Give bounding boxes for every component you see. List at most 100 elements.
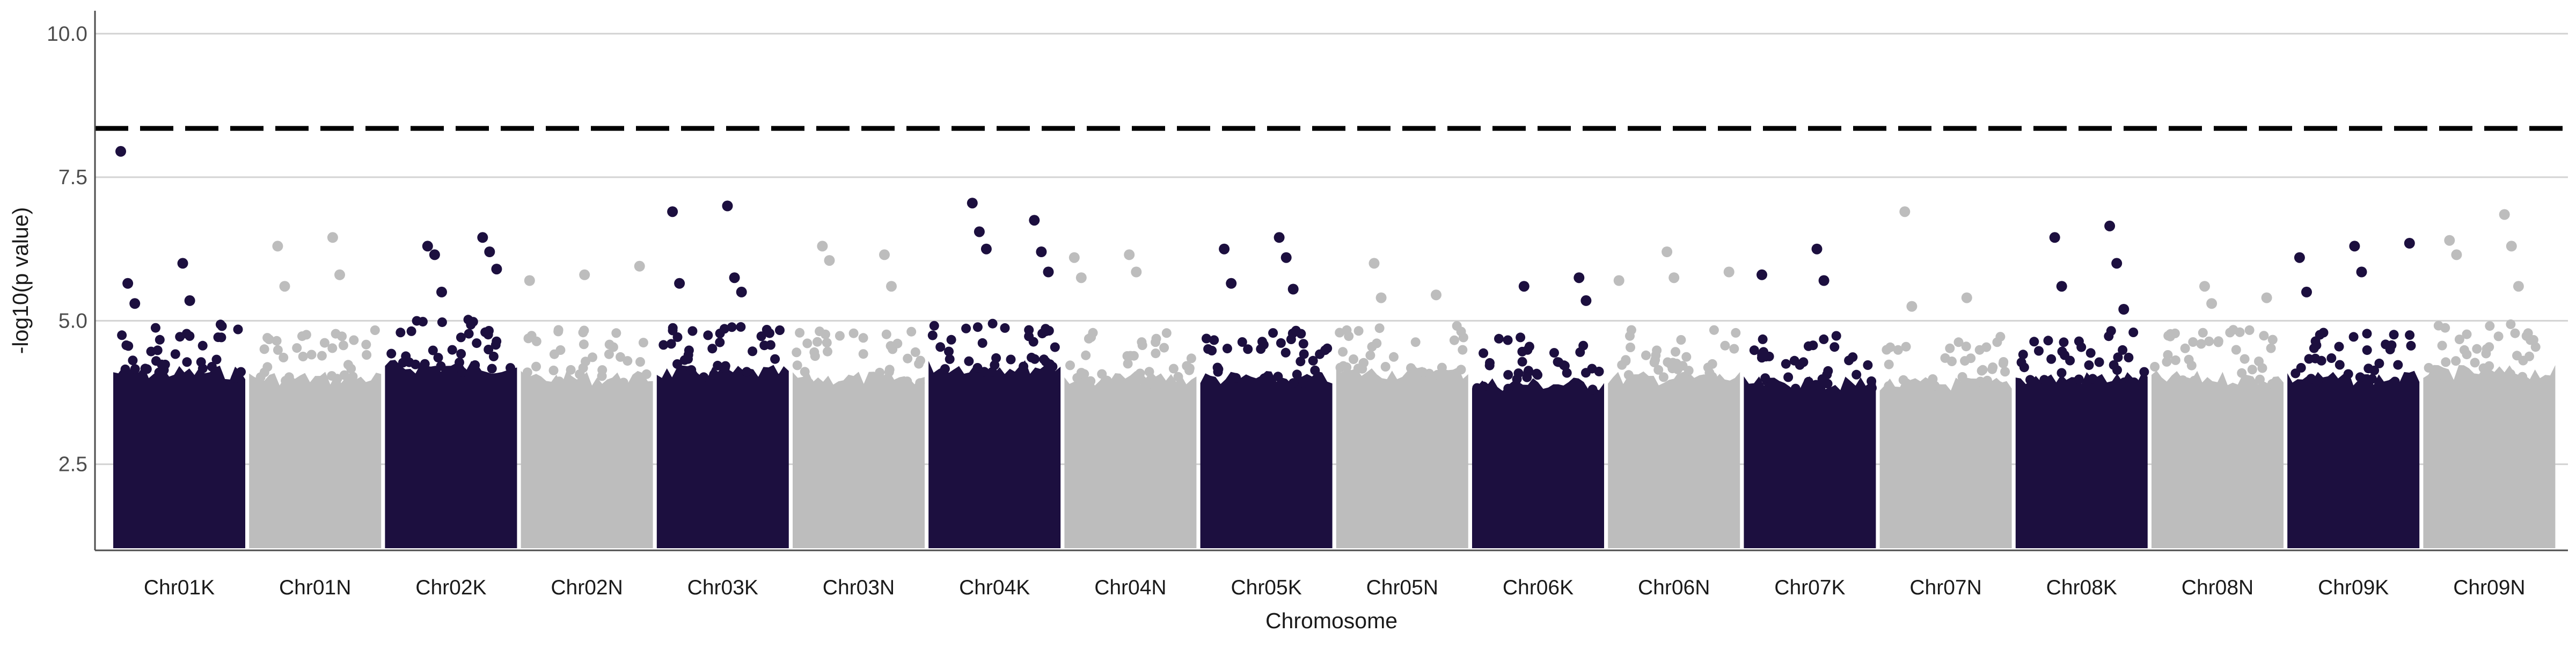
point-Chr09K xyxy=(2387,340,2397,350)
x-tick-label-Chr02N: Chr02N xyxy=(551,576,623,599)
point-Chr02N xyxy=(579,325,589,336)
point-Chr02K xyxy=(464,329,474,339)
point-Chr09N xyxy=(2441,357,2451,367)
point-Chr06K xyxy=(1578,340,1589,351)
point-Chr02N xyxy=(549,349,559,359)
point-Chr08K xyxy=(2125,377,2135,387)
peak-point-Chr03N xyxy=(817,241,828,252)
point-Chr08N xyxy=(2228,325,2238,335)
point-Chr07K xyxy=(1822,369,1832,380)
peak-point-Chr03K xyxy=(667,206,678,217)
point-Chr01N xyxy=(306,350,317,360)
point-Chr04N xyxy=(1151,348,1161,359)
point-Chr03K xyxy=(666,339,676,349)
point-Chr07K xyxy=(1760,373,1770,383)
point-Chr08N xyxy=(2237,368,2247,378)
point-Chr01K xyxy=(157,359,167,369)
point-Chr05K xyxy=(1209,335,1219,345)
point-Chr04K xyxy=(987,318,998,329)
point-Chr01K xyxy=(216,332,226,343)
peak-point-Chr03N xyxy=(879,249,890,260)
point-Chr06K xyxy=(1494,333,1504,344)
point-Chr06N xyxy=(1720,340,1730,351)
tick-labels: 2.5 5.0 7.5 10.0 Chr01K Chr01N Chr02K Chr02N Chr… xyxy=(47,23,2526,599)
point-Chr02N xyxy=(604,339,614,350)
point-Chr04K xyxy=(1048,361,1058,372)
point-Chr02K xyxy=(447,345,457,355)
point-Chr03K xyxy=(668,323,678,333)
point-Chr04K xyxy=(979,367,990,377)
point-Chr02K xyxy=(455,358,464,367)
point-Chr05N xyxy=(1338,347,1348,357)
dense-band-Chr06K xyxy=(1472,377,1604,548)
peak-point-Chr03K xyxy=(736,286,747,297)
point-Chr06K xyxy=(1512,374,1522,384)
point-Chr07K xyxy=(1823,379,1833,389)
point-Chr08K xyxy=(2043,336,2053,346)
peak-point-Chr08K xyxy=(2111,258,2123,269)
point-Chr05N xyxy=(1353,326,1364,336)
point-Chr05K xyxy=(1296,357,1306,367)
point-Chr03N xyxy=(884,367,894,377)
point-Chr05K xyxy=(1207,346,1217,355)
x-tick-label-Chr06K: Chr06K xyxy=(1503,576,1574,599)
point-Chr06N xyxy=(1653,365,1664,375)
point-Chr06N xyxy=(1671,347,1680,357)
y-tick-label: 7.5 xyxy=(58,166,87,189)
peak-point-Chr09N xyxy=(2506,241,2517,252)
point-Chr08N xyxy=(2188,337,2198,347)
point-Chr05N xyxy=(1410,337,1421,347)
point-Chr02N xyxy=(554,376,564,387)
point-Chr05N xyxy=(1374,323,1385,333)
point-Chr07N xyxy=(1975,376,1986,387)
point-Chr02N xyxy=(575,369,585,379)
point-Chr09K xyxy=(2355,372,2365,382)
point-Chr06N xyxy=(1731,328,1741,338)
point-Chr02K xyxy=(420,359,430,369)
x-tick-label-Chr01K: Chr01K xyxy=(144,576,215,599)
dense-bands xyxy=(113,360,2556,548)
peak-point-Chr07N xyxy=(1899,206,1911,217)
point-Chr07K xyxy=(1781,359,1791,369)
point-Chr08K xyxy=(2104,331,2114,341)
point-Chr05K xyxy=(1237,337,1247,347)
peak-point-Chr03K xyxy=(722,200,733,212)
point-Chr02N xyxy=(618,377,628,388)
dense-band-Chr05K xyxy=(1200,371,1333,548)
point-Chr04K xyxy=(987,367,997,377)
point-Chr09N xyxy=(2440,371,2450,381)
point-Chr06K xyxy=(1479,348,1489,358)
point-Chr05K xyxy=(1231,373,1241,383)
peak-point-Chr04K xyxy=(1043,266,1054,278)
point-Chr06N xyxy=(1623,370,1634,380)
point-Chr03K xyxy=(720,363,730,373)
point-Chr05N xyxy=(1372,338,1382,348)
point-Chr04N xyxy=(1144,367,1154,377)
peak-point-Chr04K xyxy=(1029,215,1040,226)
peak-point-Chr05K xyxy=(1219,243,1230,255)
point-Chr09K xyxy=(2390,376,2400,387)
point-Chr06N xyxy=(1729,344,1739,354)
point-Chr02N xyxy=(638,338,648,348)
peak-point-Chr06N xyxy=(1723,266,1735,278)
point-Chr06N xyxy=(1641,350,1651,360)
point-Chr06N xyxy=(1626,343,1635,352)
point-Chr03N xyxy=(795,328,805,338)
peak-point-Chr04K xyxy=(980,243,992,255)
point-Chr03K xyxy=(742,367,752,377)
point-Chr06K xyxy=(1522,372,1532,382)
point-Chr07N xyxy=(1981,342,1992,352)
peak-point-Chr03K xyxy=(674,278,685,289)
point-Chr01N xyxy=(317,351,327,361)
point-Chr04N xyxy=(1151,337,1161,347)
point-Chr02K xyxy=(456,332,466,343)
peak-point-Chr05K xyxy=(1226,278,1237,289)
peak-point-Chr07K xyxy=(1757,269,1767,280)
point-Chr05N xyxy=(1357,364,1367,374)
point-Chr05K xyxy=(1268,328,1278,338)
point-Chr02N xyxy=(535,378,545,388)
point-Chr06N xyxy=(1658,372,1668,382)
point-Chr08N xyxy=(2244,325,2255,335)
peak-point-Chr06K xyxy=(1574,272,1585,283)
